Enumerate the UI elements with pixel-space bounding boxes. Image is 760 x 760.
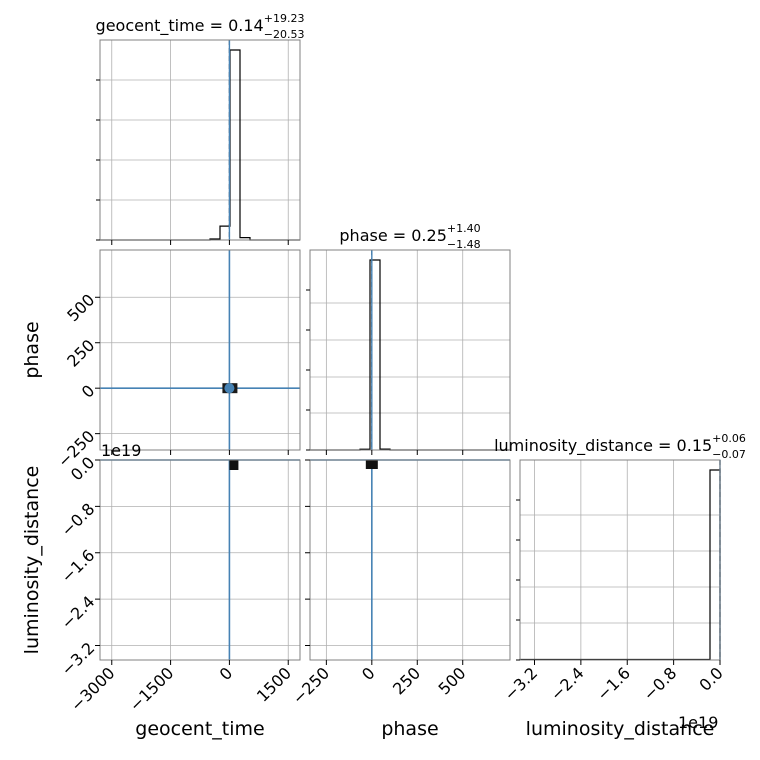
density-core xyxy=(365,460,378,469)
y-tick-label: 500 xyxy=(63,290,98,325)
panel-phase-luminosity_distance-bg xyxy=(310,460,510,660)
y-tick-label: 250 xyxy=(63,336,98,371)
x-tick-label: −3.2 xyxy=(500,663,541,704)
panel-phase-luminosity_distance-border xyxy=(309,459,511,661)
x-tick-label: 0 xyxy=(358,663,379,684)
panel-geocent_time-hist-border xyxy=(99,39,301,241)
title-plus: +1.40 xyxy=(447,222,481,235)
panel-geocent_time-luminosity_distance-bg xyxy=(100,460,300,660)
x-tick-label: 250 xyxy=(389,663,424,698)
y-tick-label: −1.6 xyxy=(57,546,98,587)
panel-geocent_time-luminosity_distance: −3000 −1500 0 1500−3.2−2.4−1.6−0.80.0 xyxy=(57,453,301,715)
panel-luminosity_distance-hist: −3.2 −2.4 −1.6 −0.8 0.0 xyxy=(500,459,727,704)
x-axis-label: luminosity_distance xyxy=(526,718,715,740)
title-value: 0.25 xyxy=(411,226,447,245)
panel-geocent_time-phase-bg xyxy=(100,250,300,450)
panel-geocent_time-hist xyxy=(96,39,301,245)
y-axis-label: luminosity_distance xyxy=(21,466,43,655)
title-plus: +19.23 xyxy=(264,12,305,25)
x-offset-text: 1e19 xyxy=(678,713,718,732)
panel-geocent_time-phase-border xyxy=(99,249,301,451)
title-value: 0.14 xyxy=(228,16,264,35)
panel-phase-hist-bg xyxy=(310,250,510,450)
title-geocent_time: geocent_time = 0.14+19.23−20.53 xyxy=(96,12,305,41)
panel-geocent_time-hist-bg xyxy=(100,40,300,240)
x-tick-label: −1500 xyxy=(126,663,178,715)
title-phase: phase = 0.25+1.40−1.48 xyxy=(339,222,480,251)
y-offset-text: 1e19 xyxy=(101,441,141,460)
title-minus: −0.07 xyxy=(712,448,746,461)
x-tick-label: −2.4 xyxy=(547,663,588,704)
title-plus: +0.06 xyxy=(712,432,746,445)
x-axis-label: geocent_time xyxy=(135,718,264,740)
panel-title: geocent_time = 0.14+19.23 xyxy=(96,12,305,36)
y-tick-label: −0.8 xyxy=(57,499,98,540)
y-tick-label: −2.4 xyxy=(57,592,98,633)
title-minus: −20.53 xyxy=(264,28,305,41)
y-tick-label: −3.2 xyxy=(57,638,98,679)
panel-luminosity_distance-hist-border xyxy=(519,459,721,661)
x-tick-label: 1500 xyxy=(253,663,295,705)
x-tick-label: −250 xyxy=(289,663,334,708)
x-tick-label: 0 xyxy=(216,663,237,684)
panel-geocent_time-luminosity_distance-border xyxy=(99,459,301,661)
title-minus: −1.48 xyxy=(447,238,481,251)
y-axis-label: phase xyxy=(21,321,43,378)
title-luminosity_distance: luminosity_distance = 0.15+0.06−0.07 xyxy=(494,432,746,461)
x-axis-label: phase xyxy=(381,718,438,740)
histogram-luminosity_distance xyxy=(519,469,721,661)
panel-title: luminosity_distance = 0.15+0.06 xyxy=(494,432,746,456)
density-core xyxy=(229,460,239,470)
panel-luminosity_distance-hist-bg xyxy=(520,460,720,660)
x-tick-label: 500 xyxy=(435,663,470,698)
title-prefix: luminosity_distance = xyxy=(494,436,676,456)
title-prefix: phase = xyxy=(339,226,411,245)
panel-phase-hist-border xyxy=(309,249,511,451)
title-value: 0.15 xyxy=(677,436,713,455)
truth-marker xyxy=(224,383,235,394)
panel-phase-hist xyxy=(306,249,511,455)
y-tick-label: 0 xyxy=(78,381,99,402)
panel-phase-luminosity_distance: −250 0 250 500 xyxy=(289,459,511,708)
x-tick-label: −1.6 xyxy=(593,663,634,704)
title-prefix: geocent_time = xyxy=(96,16,229,36)
x-tick-label: −0.8 xyxy=(640,663,681,704)
panel-title: phase = 0.25+1.40 xyxy=(339,222,480,245)
x-tick-label: 0.0 xyxy=(695,663,726,694)
